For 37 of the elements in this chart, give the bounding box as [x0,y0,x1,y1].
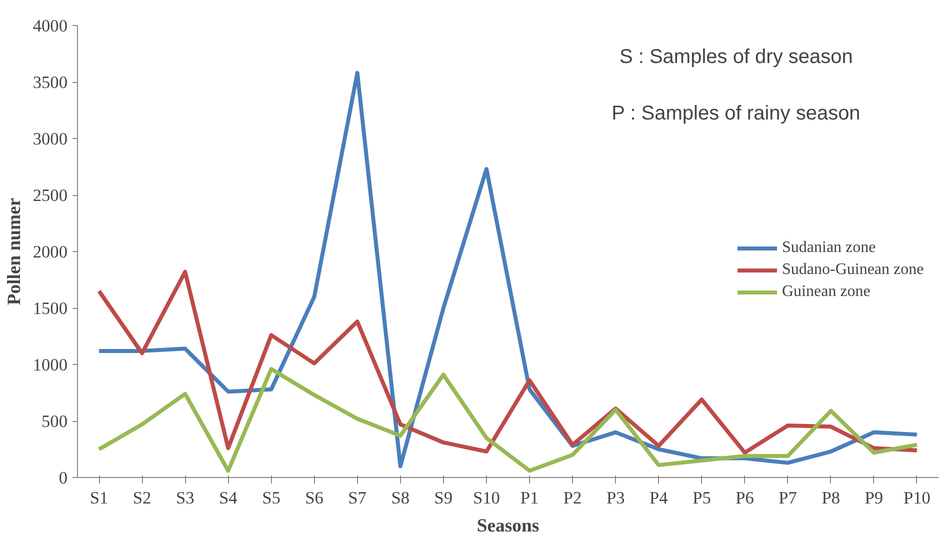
y-tick-label: 3500 [32,73,68,92]
x-tick-label: P4 [650,488,668,508]
x-tick-label: S10 [472,488,500,508]
y-tick-label: 2500 [32,186,68,205]
legend-label: Sudanian zone [782,239,876,257]
x-tick-label: P9 [864,488,884,508]
y-tick-label: 2000 [32,242,68,262]
x-tick-label: S8 [391,488,410,508]
x-tick-label: P2 [563,488,582,508]
x-tick-label: S4 [219,488,238,508]
annotation: S : Samples of dry season [619,46,853,68]
y-tick-label: 3000 [32,130,68,148]
y-tick-label: 4000 [32,16,68,36]
y-tick-label: 1500 [32,299,68,318]
x-tick-label: S3 [176,488,194,508]
x-tick-label: S6 [305,488,324,508]
x-tick-label: S7 [348,488,367,508]
x-tick-label: S9 [434,488,453,508]
x-tick-label: S1 [90,488,108,508]
y-tick-label: 0 [58,468,68,488]
x-tick-label: P3 [606,488,625,508]
annotation: P : Samples of rainy season [612,102,860,125]
x-tick-label: P6 [736,488,754,508]
x-tick-label: P10 [903,488,930,508]
line-series [97,367,919,473]
legend-label: Guinean zone [782,283,870,301]
x-tick-label: P8 [822,488,840,508]
y-tick-label: 1000 [32,356,68,374]
y-axis-title: Pollen numer [4,198,25,306]
legend-label: Sudano-Guinean zone [782,261,924,279]
x-tick-label: P7 [778,488,798,508]
y-tick-label: 500 [42,412,68,431]
x-axis-title: Seasons [476,516,540,536]
x-tick-label: S5 [262,488,280,508]
x-tick-label: P5 [692,488,711,508]
x-tick-label: S2 [132,488,152,508]
x-tick-label: P1 [520,488,539,508]
